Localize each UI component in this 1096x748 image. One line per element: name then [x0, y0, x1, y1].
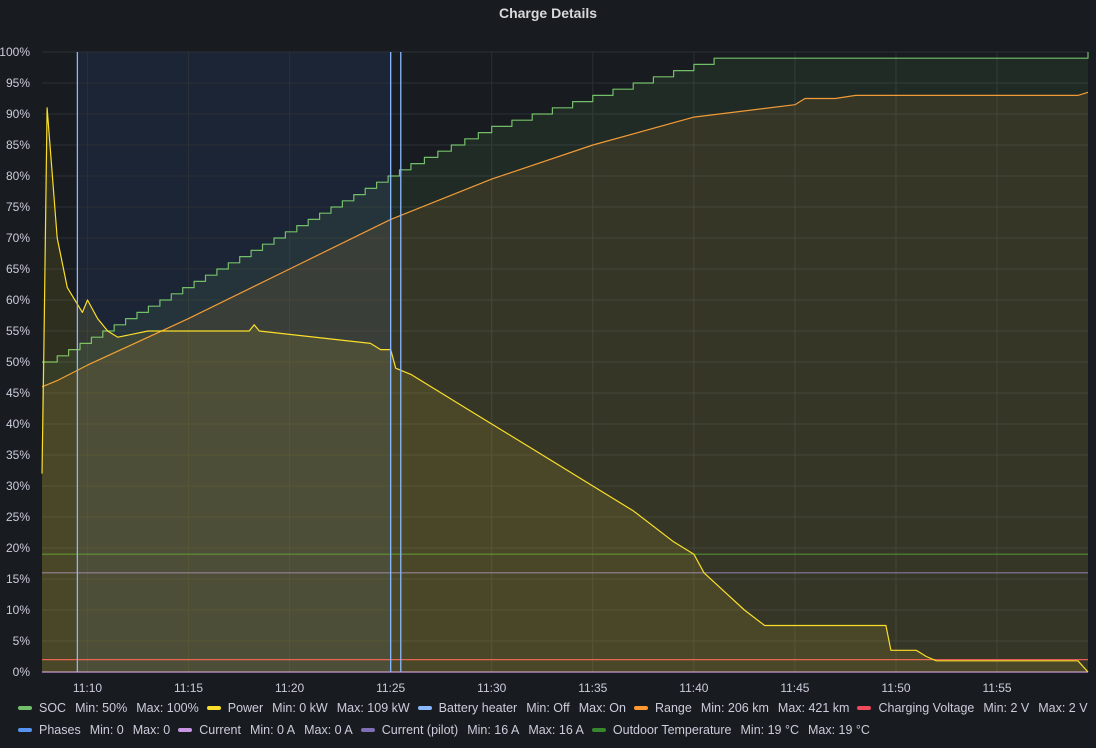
legend-swatch [206, 706, 221, 710]
series-fill-power [42, 107, 1088, 673]
legend-swatch [178, 728, 193, 732]
legend-series-name: SOC [39, 701, 67, 715]
legend-swatch [360, 728, 375, 732]
legend-stat-max: Max: 2 V [1038, 701, 1088, 715]
legend-stat-max: Max: 0 A [304, 723, 353, 737]
legend-series-name: Power [227, 701, 264, 715]
legend-stat-min: Min: 2 V [983, 701, 1030, 715]
y-tick-label: 60% [6, 293, 30, 307]
legend-item-range[interactable]: Range Min: 206 km Max: 421 km [633, 701, 850, 715]
legend-swatch [591, 728, 606, 732]
y-tick-label: 70% [6, 231, 30, 245]
legend-item-current[interactable]: Current Min: 0 A Max: 0 A [178, 723, 353, 737]
legend-stat-min: Min: 0 kW [272, 701, 328, 715]
y-axis: 0% 5% 10% 15% 20% 25% 30% 35% 40% 45% 50% 55% 60% 65%… [0, 45, 30, 679]
legend-series-name: Charging Voltage [878, 701, 975, 715]
x-tick-label: 11:55 [982, 681, 1011, 695]
legend-item-battery-heater[interactable]: Battery heater Min: Off Max: On [417, 701, 626, 715]
legend-stat-max: Max: On [578, 701, 626, 715]
legend-stat-max: Max: 19 °C [808, 723, 870, 737]
legend-item-soc[interactable]: SOC Min: 50% Max: 100% [18, 701, 199, 715]
x-tick-label: 11:20 [275, 681, 304, 695]
legend-stat-max: Max: 100% [136, 701, 199, 715]
x-tick-label: 11:45 [780, 681, 809, 695]
legend-item-phases[interactable]: Phases Min: 0 Max: 0 [18, 723, 170, 737]
legend-stat-min: Min: 19 °C [740, 723, 800, 737]
x-tick-label: 11:10 [73, 681, 102, 695]
legend-row-2: Phases Min: 0 Max: 0 Current Min: 0 A Max: 0 … [18, 721, 878, 737]
y-tick-label: 40% [6, 417, 30, 431]
series-line-power[interactable] [41, 107, 1089, 673]
legend-row-1: SOC Min: 50% Max: 100% Power Min: 0 kW Max: 1… [18, 699, 1096, 715]
y-tick-label: 20% [6, 541, 30, 555]
y-tick-label: 55% [6, 324, 30, 338]
series-line-soc[interactable] [42, 52, 1089, 363]
series-fill-soc [42, 52, 1088, 672]
legend-series-name: Phases [39, 723, 81, 737]
y-tick-label: 30% [6, 479, 30, 493]
y-tick-label: 25% [6, 510, 30, 524]
legend-series-name: Range [654, 701, 692, 715]
vertical-markers-layer [76, 52, 402, 672]
y-tick-label: 15% [6, 572, 30, 586]
legend-stat-max: Max: 109 kW [336, 701, 410, 715]
y-tick-label: 50% [6, 355, 30, 369]
panel-title: Charge Details [498, 5, 598, 21]
series-line-range[interactable] [41, 91, 1089, 388]
legend-stat-min: Min: 0 A [249, 723, 296, 737]
y-tick-label: 75% [6, 200, 30, 214]
legend-stat-min: Min: 0 [89, 723, 124, 737]
x-tick-label: 11:25 [376, 681, 405, 695]
legend-stat-min: Min: 50% [75, 701, 128, 715]
y-tick-label: 90% [6, 107, 30, 121]
legend-stat-max: Max: 0 [132, 723, 171, 737]
legend-series-name: Current (pilot) [381, 723, 459, 737]
y-tick-label: 65% [6, 262, 30, 276]
legend-stat-max: Max: 421 km [777, 701, 850, 715]
legend-item-outdoor-temperature[interactable]: Outdoor Temperature Min: 19 °C Max: 19 °C [591, 723, 870, 737]
legend-stat-min: Min: Off [526, 701, 570, 715]
legend-series-name: Battery heater [438, 701, 518, 715]
y-tick-label: 45% [6, 386, 30, 400]
legend-swatch [18, 706, 32, 710]
series-layer [41, 52, 1089, 673]
y-tick-label: 80% [6, 169, 30, 183]
y-tick-label: 85% [6, 138, 30, 152]
y-tick-label: 95% [6, 76, 30, 90]
x-tick-label: 11:15 [174, 681, 203, 695]
legend-swatch [857, 706, 872, 710]
y-tick-label: 0% [13, 665, 31, 679]
x-tick-label: 11:40 [679, 681, 708, 695]
y-tick-label: 100% [0, 45, 30, 59]
series-fill-range [42, 92, 1088, 673]
x-axis: 11:10 11:15 11:20 11:25 11:30 11:35 11:40 11:45… [73, 681, 1012, 695]
legend-swatch [633, 706, 648, 710]
legend-stat-min: Min: 16 A [467, 723, 520, 737]
x-tick-label: 11:30 [477, 681, 506, 695]
x-tick-label: 11:35 [578, 681, 607, 695]
y-tick-label: 5% [13, 634, 31, 648]
y-tick-label: 10% [6, 603, 30, 617]
x-tick-label: 11:50 [881, 681, 910, 695]
legend-series-name: Outdoor Temperature [612, 723, 732, 737]
legend-stat-min: Min: 206 km [700, 701, 769, 715]
legend-series-name: Current [199, 723, 241, 737]
legend-stat-max: Max: 16 A [528, 723, 584, 737]
y-tick-label: 35% [6, 448, 30, 462]
legend-swatch [18, 728, 32, 732]
legend-item-current-pilot[interactable]: Current (pilot) Min: 16 A Max: 16 A [360, 723, 584, 737]
legend-item-power[interactable]: Power Min: 0 kW Max: 109 kW [206, 701, 410, 715]
legend-item-charging-voltage[interactable]: Charging Voltage Min: 2 V Max: 2 V [857, 701, 1088, 715]
legend-swatch [417, 706, 432, 710]
